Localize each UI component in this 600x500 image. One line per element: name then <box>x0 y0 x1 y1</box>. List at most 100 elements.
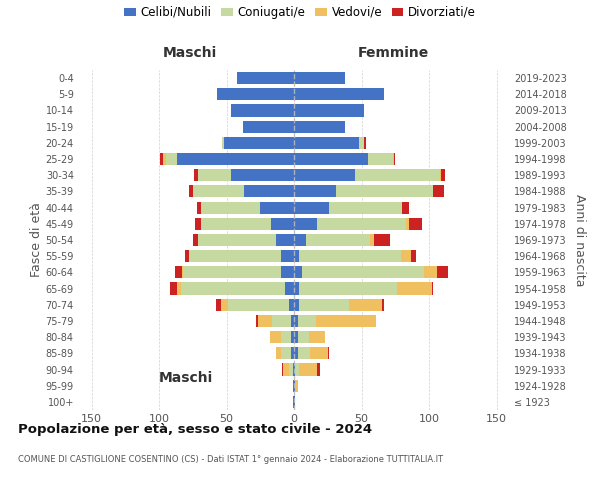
Bar <box>440 169 441 181</box>
Bar <box>223 137 224 149</box>
Bar <box>277 348 281 360</box>
Bar <box>175 266 182 278</box>
Y-axis label: Fasce di età: Fasce di età <box>29 202 43 278</box>
Bar <box>188 186 193 198</box>
Bar <box>230 104 294 117</box>
Bar <box>299 282 397 294</box>
Bar <box>294 153 368 165</box>
Bar <box>289 364 293 376</box>
Bar <box>160 153 163 165</box>
Bar <box>294 72 346 84</box>
Bar <box>412 250 416 262</box>
Bar <box>329 202 402 213</box>
Bar <box>166 153 176 165</box>
Legend: Celibi/Nubili, Coniugati/e, Vedovi/e, Divorziati/e: Celibi/Nubili, Coniugati/e, Vedovi/e, Di… <box>124 6 476 19</box>
Bar <box>230 169 294 181</box>
Bar <box>295 380 298 392</box>
Bar <box>294 380 295 392</box>
Bar <box>294 186 336 198</box>
Bar <box>184 266 281 278</box>
Bar <box>316 315 376 327</box>
Bar <box>299 364 317 376</box>
Bar <box>283 364 289 376</box>
Bar <box>284 282 294 294</box>
Bar <box>242 120 294 132</box>
Bar <box>281 331 292 343</box>
Bar <box>294 364 295 376</box>
Bar <box>271 218 294 230</box>
Bar <box>336 186 433 198</box>
Bar <box>294 396 295 408</box>
Bar <box>244 186 294 198</box>
Bar <box>228 298 289 311</box>
Bar <box>294 169 355 181</box>
Bar <box>409 218 422 230</box>
Bar <box>215 298 221 311</box>
Bar <box>368 153 392 165</box>
Bar <box>294 315 298 327</box>
Bar <box>364 137 365 149</box>
Bar <box>196 218 201 230</box>
Y-axis label: Anni di nascita: Anni di nascita <box>572 194 586 286</box>
Bar <box>185 250 188 262</box>
Bar <box>292 315 294 327</box>
Bar <box>256 315 257 327</box>
Bar <box>188 250 281 262</box>
Bar <box>193 186 244 198</box>
Bar <box>397 282 432 294</box>
Bar <box>294 348 298 360</box>
Bar <box>294 298 299 311</box>
Bar <box>272 315 292 327</box>
Bar <box>306 234 370 246</box>
Bar <box>201 202 260 213</box>
Text: Maschi: Maschi <box>159 371 213 385</box>
Bar <box>176 153 294 165</box>
Bar <box>293 396 294 408</box>
Bar <box>193 234 198 246</box>
Bar <box>221 298 228 311</box>
Text: Popolazione per età, sesso e stato civile - 2024: Popolazione per età, sesso e stato civil… <box>18 422 372 436</box>
Bar <box>292 331 294 343</box>
Bar <box>299 250 401 262</box>
Bar <box>181 282 284 294</box>
Bar <box>349 298 382 311</box>
Bar <box>370 234 374 246</box>
Text: Femmine: Femmine <box>358 46 429 60</box>
Bar <box>294 218 317 230</box>
Bar <box>402 202 409 213</box>
Bar <box>281 266 294 278</box>
Bar <box>298 315 316 327</box>
Bar <box>433 186 444 198</box>
Bar <box>281 250 294 262</box>
Bar <box>302 266 424 278</box>
Bar <box>163 153 166 165</box>
Bar <box>176 282 181 294</box>
Bar <box>382 298 385 311</box>
Bar <box>198 234 277 246</box>
Bar <box>298 348 310 360</box>
Bar <box>294 202 329 213</box>
Bar <box>260 202 294 213</box>
Bar <box>293 364 294 376</box>
Bar <box>282 364 283 376</box>
Bar <box>294 88 385 101</box>
Bar <box>432 282 433 294</box>
Bar <box>310 348 328 360</box>
Bar <box>298 331 309 343</box>
Bar <box>224 137 294 149</box>
Bar <box>299 298 349 311</box>
Bar <box>289 298 294 311</box>
Bar <box>317 218 406 230</box>
Bar <box>355 169 440 181</box>
Bar <box>292 348 294 360</box>
Bar <box>294 104 364 117</box>
Bar <box>437 266 448 278</box>
Bar <box>309 331 325 343</box>
Text: Maschi: Maschi <box>163 46 217 60</box>
Bar <box>401 250 412 262</box>
Bar <box>281 348 292 360</box>
Bar <box>441 169 445 181</box>
Bar <box>257 315 272 327</box>
Bar <box>217 88 294 101</box>
Bar <box>294 234 306 246</box>
